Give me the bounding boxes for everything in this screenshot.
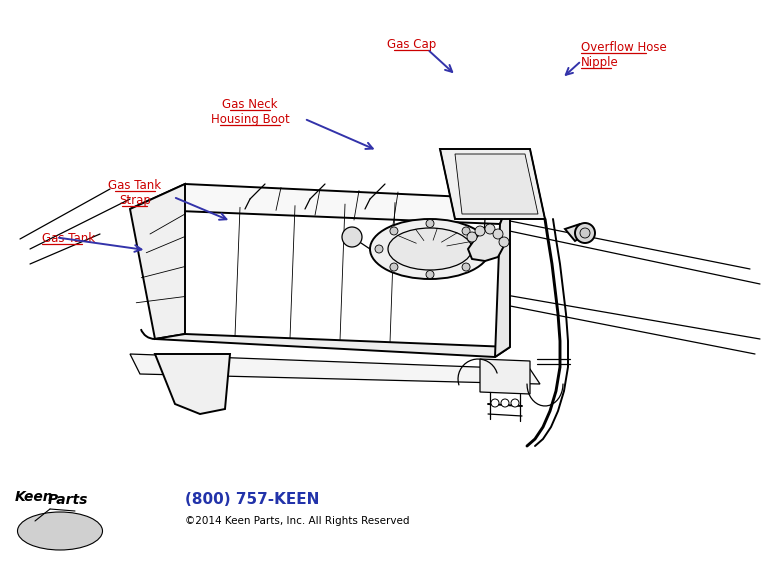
Text: Keen: Keen [15, 490, 54, 504]
Text: Parts: Parts [48, 493, 89, 507]
Circle shape [375, 245, 383, 253]
Polygon shape [495, 199, 510, 357]
Polygon shape [480, 359, 530, 394]
Circle shape [575, 223, 595, 243]
Polygon shape [130, 184, 185, 339]
Ellipse shape [18, 512, 102, 550]
Polygon shape [130, 354, 540, 384]
Circle shape [499, 237, 509, 247]
Ellipse shape [370, 219, 490, 279]
Text: ©2014 Keen Parts, Inc. All Rights Reserved: ©2014 Keen Parts, Inc. All Rights Reserv… [185, 516, 410, 526]
Circle shape [462, 227, 470, 235]
Circle shape [501, 399, 509, 407]
Polygon shape [155, 354, 230, 414]
Text: Gas Tank: Gas Tank [42, 232, 95, 244]
Polygon shape [130, 184, 510, 224]
Circle shape [390, 263, 398, 271]
Polygon shape [155, 334, 510, 357]
Text: Gas Tank
Strap: Gas Tank Strap [109, 179, 161, 207]
Circle shape [426, 219, 434, 228]
Polygon shape [455, 154, 538, 214]
Polygon shape [468, 229, 505, 261]
Circle shape [485, 224, 495, 234]
Circle shape [493, 229, 503, 239]
Polygon shape [565, 224, 590, 241]
Circle shape [342, 227, 362, 247]
Text: Gas Neck
Housing Boot: Gas Neck Housing Boot [211, 98, 290, 126]
Circle shape [580, 228, 590, 238]
Circle shape [467, 232, 477, 242]
Circle shape [511, 399, 519, 407]
Text: (800) 757-KEEN: (800) 757-KEEN [185, 492, 320, 507]
Text: Overflow Hose
Nipple: Overflow Hose Nipple [581, 41, 667, 68]
Circle shape [475, 226, 485, 236]
Text: Gas Cap: Gas Cap [387, 38, 437, 50]
Ellipse shape [388, 228, 472, 270]
Circle shape [491, 399, 499, 407]
Circle shape [390, 227, 398, 235]
Circle shape [462, 263, 470, 271]
Circle shape [477, 245, 485, 253]
Polygon shape [440, 149, 545, 219]
Circle shape [426, 270, 434, 278]
